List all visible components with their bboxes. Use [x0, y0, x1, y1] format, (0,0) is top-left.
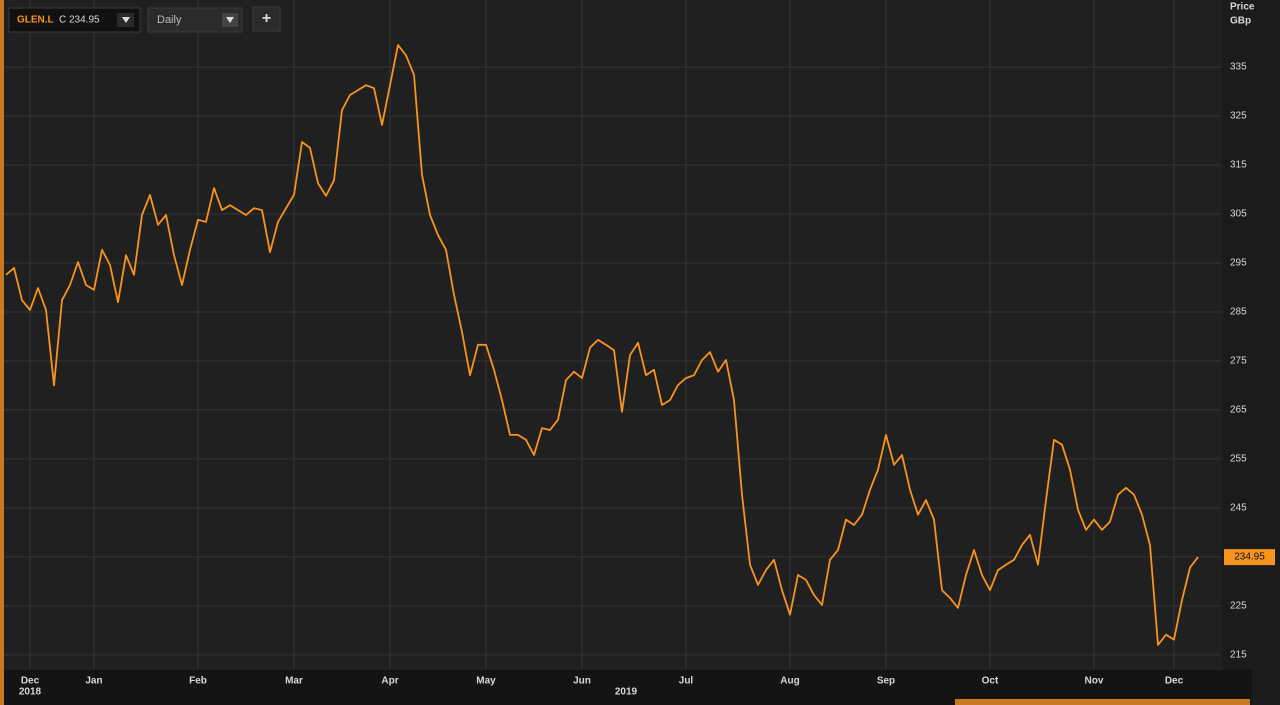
y-tick-label: 315: [1230, 160, 1247, 171]
x-tick-label: Jun: [573, 676, 591, 687]
plot-area: [4, 0, 1222, 670]
add-button[interactable]: [252, 6, 281, 32]
x-tick-label: Sep: [877, 676, 895, 687]
toolbar: GLEN.L C 234.95 Daily +: [8, 6, 281, 33]
y-tick-label: 305: [1230, 209, 1247, 220]
x-tick-label: Feb: [189, 676, 207, 687]
scrollbar[interactable]: [955, 699, 1250, 705]
dropdown-icon: [122, 17, 130, 23]
y-tick-label: 285: [1230, 307, 1247, 318]
left-edge: [0, 0, 4, 705]
add-icon: +: [262, 10, 271, 27]
y-tick-label: 255: [1230, 454, 1247, 465]
y-tick-label: 245: [1230, 503, 1247, 514]
close-label: C 234.95: [59, 15, 100, 26]
y-tick-label: 295: [1230, 258, 1247, 269]
y-tick-label: 265: [1230, 405, 1247, 416]
x-tick-label: Mar: [285, 676, 303, 687]
symbol: GLEN.L: [17, 15, 54, 26]
interval: Daily: [157, 14, 182, 26]
year-label: 2018: [19, 687, 42, 698]
y-axis-title: Price: [1230, 2, 1255, 13]
dropdown-icon: [226, 17, 234, 23]
x-tick-label: Nov: [1085, 676, 1104, 687]
year-label: 2019: [615, 687, 638, 698]
x-tick-label: Oct: [982, 676, 999, 687]
y-tick-label: 215: [1230, 649, 1247, 660]
y-tick-label: 325: [1230, 111, 1247, 122]
price-line: [5, 44, 1199, 646]
x-tick-label: Apr: [381, 676, 398, 687]
x-tick-label: Jul: [679, 676, 694, 687]
y-tick-label: 225: [1230, 600, 1247, 611]
y-tick-label: 275: [1230, 356, 1247, 367]
x-tick-label: Dec: [1165, 676, 1184, 687]
y-axis-unit: GBp: [1230, 16, 1251, 27]
y-tick-label: 335: [1230, 62, 1247, 73]
grid: [4, 0, 1222, 670]
last-price-tag: [1224, 549, 1275, 566]
x-tick-label: Dec: [21, 676, 40, 687]
x-tick-label: May: [476, 676, 496, 687]
x-tick-label: Jan: [85, 676, 102, 687]
last-price-label: 234.95: [1234, 552, 1265, 563]
x-tick-label: Aug: [780, 676, 799, 687]
